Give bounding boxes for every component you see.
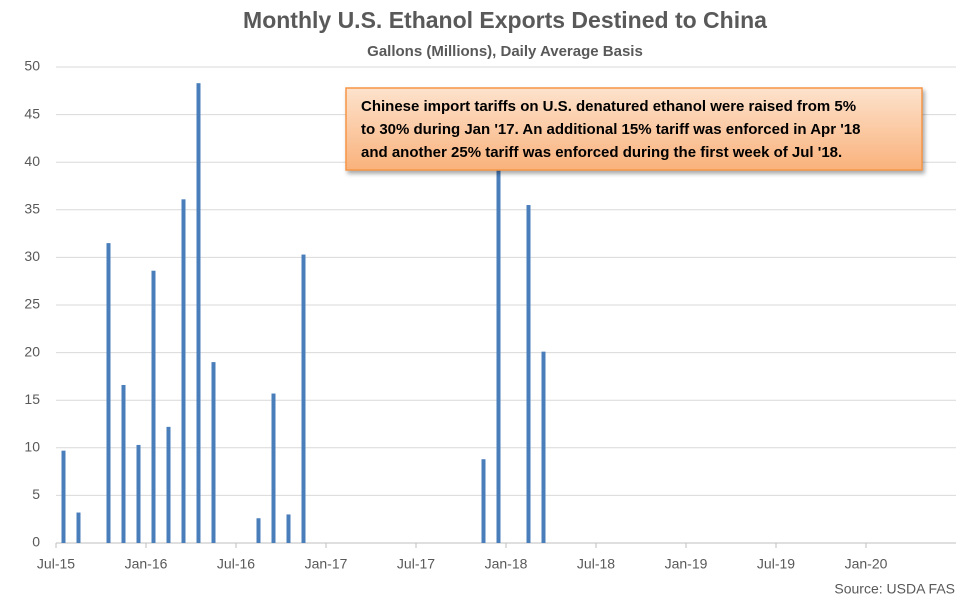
x-tick-label: Jan-16: [125, 556, 168, 572]
bar: [301, 254, 306, 543]
bar: [271, 393, 276, 543]
bar: [211, 362, 216, 543]
bar: [481, 459, 486, 543]
bar: [256, 518, 261, 543]
bar: [196, 83, 201, 544]
y-tick-label: 30: [24, 248, 40, 264]
x-tick-label: Jul-18: [577, 556, 615, 572]
y-tick-label: 45: [24, 105, 40, 121]
chart-subtitle: Gallons (Millions), Daily Average Basis: [367, 43, 643, 60]
bar: [136, 444, 141, 543]
x-tick-label: Jul-19: [757, 556, 795, 572]
x-tick-label: Jan-18: [485, 556, 528, 572]
y-tick-label: 40: [24, 153, 40, 169]
x-tick-label: Jan-20: [845, 556, 888, 572]
y-tick-label: 20: [24, 343, 40, 359]
annotation-line: and another 25% tariff was enforced duri…: [361, 144, 842, 161]
y-tick-label: 0: [32, 534, 40, 550]
bar: [496, 133, 501, 543]
x-tick-label: Jul-16: [217, 556, 255, 572]
bar: [526, 205, 531, 544]
bar: [106, 243, 111, 543]
x-tick-label: Jan-17: [305, 556, 348, 572]
bar: [166, 426, 171, 543]
bar: [76, 512, 81, 543]
bar: [121, 384, 126, 543]
bar: [541, 351, 546, 543]
chart-title: Monthly U.S. Ethanol Exports Destined to…: [243, 7, 767, 33]
x-tick-label: Jul-15: [37, 556, 75, 572]
annotation-box: [345, 87, 923, 171]
y-tick-label: 25: [24, 296, 40, 312]
y-tick-label: 35: [24, 201, 40, 217]
bar: [181, 199, 186, 543]
annotation-line: Chinese import tariffs on U.S. denatured…: [361, 98, 856, 115]
y-tick-label: 50: [24, 58, 40, 74]
y-tick-label: 10: [24, 439, 40, 455]
y-tick-label: 5: [32, 486, 40, 502]
x-tick-label: Jan-19: [665, 556, 708, 572]
bar: [151, 270, 156, 543]
x-tick-label: Jul-17: [397, 556, 435, 572]
bar: [61, 450, 66, 543]
y-tick-label: 15: [24, 391, 40, 407]
annotation-line: to 30% during Jan '17. An additional 15%…: [361, 121, 860, 138]
bar: [286, 514, 291, 543]
source: Source: USDA FAS: [834, 581, 955, 597]
